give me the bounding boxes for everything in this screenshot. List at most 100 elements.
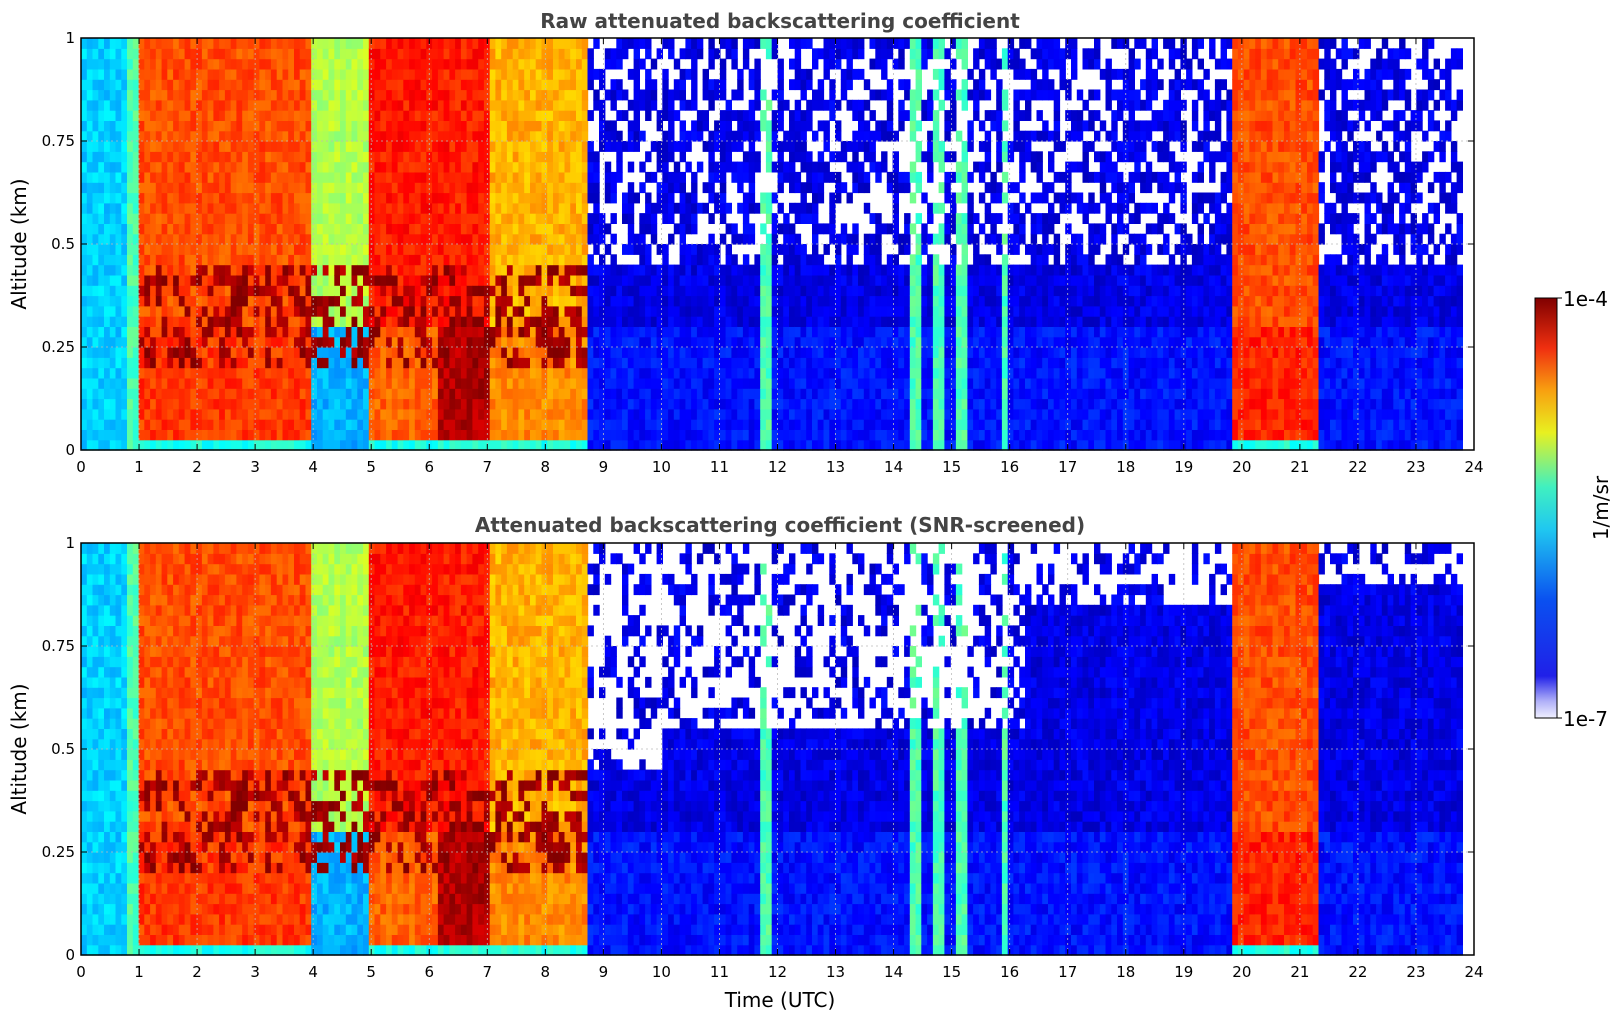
heat-cell bbox=[731, 429, 738, 441]
heat-cell bbox=[662, 202, 669, 214]
heat-cell bbox=[230, 192, 238, 204]
heat-cell bbox=[472, 254, 479, 266]
heat-cell bbox=[656, 295, 663, 307]
heat-cell bbox=[564, 130, 571, 142]
heat-cell bbox=[409, 274, 416, 286]
heat-cell bbox=[224, 192, 232, 204]
heat-cell bbox=[604, 264, 612, 276]
heat-cell bbox=[524, 398, 531, 410]
heat-cell bbox=[622, 274, 629, 286]
heat-cell bbox=[610, 171, 617, 183]
heat-cell bbox=[380, 244, 387, 255]
heat-cell bbox=[322, 398, 330, 410]
heat-cell bbox=[167, 254, 174, 266]
heat-cell bbox=[587, 182, 594, 194]
heat-cell bbox=[650, 264, 658, 276]
heat-cell bbox=[391, 326, 399, 338]
heat-cell bbox=[207, 161, 214, 173]
heat-cell bbox=[276, 336, 284, 348]
heat-cell bbox=[294, 58, 301, 70]
heat-cell bbox=[224, 367, 232, 379]
heat-cell bbox=[812, 439, 819, 451]
heat-cell bbox=[138, 254, 145, 266]
heat-cell bbox=[86, 99, 94, 111]
heat-cell bbox=[472, 48, 479, 60]
heat-cell bbox=[115, 89, 122, 101]
heat-cell bbox=[86, 367, 94, 379]
heat-cell bbox=[138, 439, 145, 451]
heat-cell bbox=[230, 79, 238, 91]
heat-cell bbox=[368, 398, 376, 410]
heat-cell bbox=[518, 439, 525, 451]
heat-cell bbox=[639, 264, 646, 276]
heat-cell bbox=[668, 336, 675, 348]
heat-cell bbox=[219, 408, 226, 420]
heat-cell bbox=[81, 141, 88, 152]
heat-cell bbox=[553, 58, 560, 70]
heat-cell bbox=[708, 388, 715, 400]
heat-cell bbox=[391, 367, 399, 379]
heat-cell bbox=[846, 398, 853, 410]
heat-cell bbox=[564, 79, 571, 91]
heat-cell bbox=[109, 89, 117, 101]
heat-cell bbox=[737, 347, 744, 358]
heat-cell bbox=[685, 388, 692, 400]
heat-cell bbox=[489, 326, 497, 338]
heat-cell bbox=[478, 233, 485, 245]
heat-cell bbox=[173, 357, 180, 369]
heat-cell bbox=[414, 38, 422, 49]
heat-cell bbox=[138, 347, 145, 358]
heat-cell bbox=[247, 48, 255, 60]
heat-cell bbox=[714, 192, 721, 204]
heat-cell bbox=[506, 130, 514, 142]
heat-cell bbox=[414, 429, 422, 441]
heat-cell bbox=[760, 419, 767, 430]
heat-cell bbox=[138, 192, 145, 204]
heat-cell bbox=[247, 326, 255, 338]
heat-cell bbox=[351, 244, 358, 255]
heat-cell bbox=[363, 223, 370, 235]
heat-cell bbox=[518, 110, 525, 121]
heat-cell bbox=[765, 316, 773, 327]
heat-cell bbox=[742, 408, 750, 420]
heat-cell bbox=[679, 89, 686, 101]
heat-cell bbox=[288, 264, 295, 276]
heat-cell bbox=[294, 408, 301, 420]
heat-cell bbox=[81, 182, 88, 194]
heat-cell bbox=[317, 316, 324, 327]
heat-cell bbox=[719, 202, 727, 214]
heat-cell bbox=[581, 254, 589, 266]
heat-cell bbox=[178, 336, 186, 348]
heat-cell bbox=[506, 202, 514, 214]
heat-cell bbox=[150, 38, 157, 49]
heat-cell bbox=[466, 419, 473, 430]
heat-cell bbox=[155, 336, 163, 348]
heat-cell bbox=[570, 336, 577, 348]
heat-cell bbox=[599, 305, 606, 317]
heat-cell bbox=[495, 79, 502, 91]
heat-cell bbox=[800, 264, 807, 276]
heat-cell bbox=[553, 89, 560, 101]
heat-cell bbox=[737, 202, 744, 214]
heat-cell bbox=[789, 439, 796, 451]
heat-cell bbox=[132, 151, 140, 163]
heat-cell bbox=[299, 202, 307, 214]
heat-cell bbox=[455, 58, 462, 70]
heat-cell bbox=[219, 48, 226, 60]
heat-cell bbox=[322, 274, 330, 286]
heat-cell bbox=[213, 244, 220, 255]
heat-cell bbox=[414, 419, 422, 430]
heat-cell bbox=[547, 377, 554, 389]
heat-cell bbox=[253, 202, 261, 214]
heat-cell bbox=[115, 182, 122, 194]
heat-cell bbox=[317, 89, 324, 101]
heat-cell bbox=[178, 48, 186, 60]
heat-cell bbox=[167, 439, 174, 451]
heat-cell bbox=[512, 429, 520, 441]
heat-cell bbox=[127, 89, 134, 101]
heat-cell bbox=[783, 99, 790, 111]
heat-cell bbox=[564, 161, 571, 173]
heat-cell bbox=[92, 48, 99, 60]
heat-cell bbox=[771, 357, 779, 369]
heat-cell bbox=[541, 305, 548, 317]
